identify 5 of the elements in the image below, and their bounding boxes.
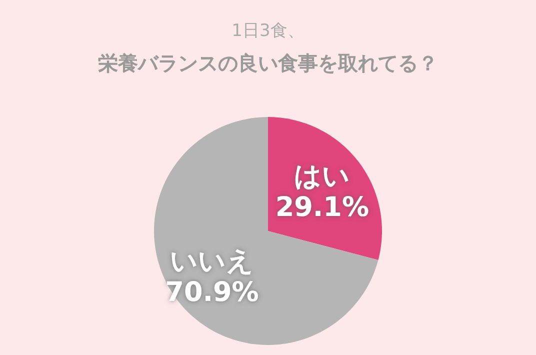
slice-label: はい: [294, 161, 350, 192]
slice-label: いいえ: [170, 246, 254, 278]
data-label: 29.1%: [275, 192, 370, 224]
chart-subtitle: 栄養バランスの良い食事を取れてる？: [98, 51, 438, 75]
chart-title: 1日3食、: [232, 21, 304, 41]
